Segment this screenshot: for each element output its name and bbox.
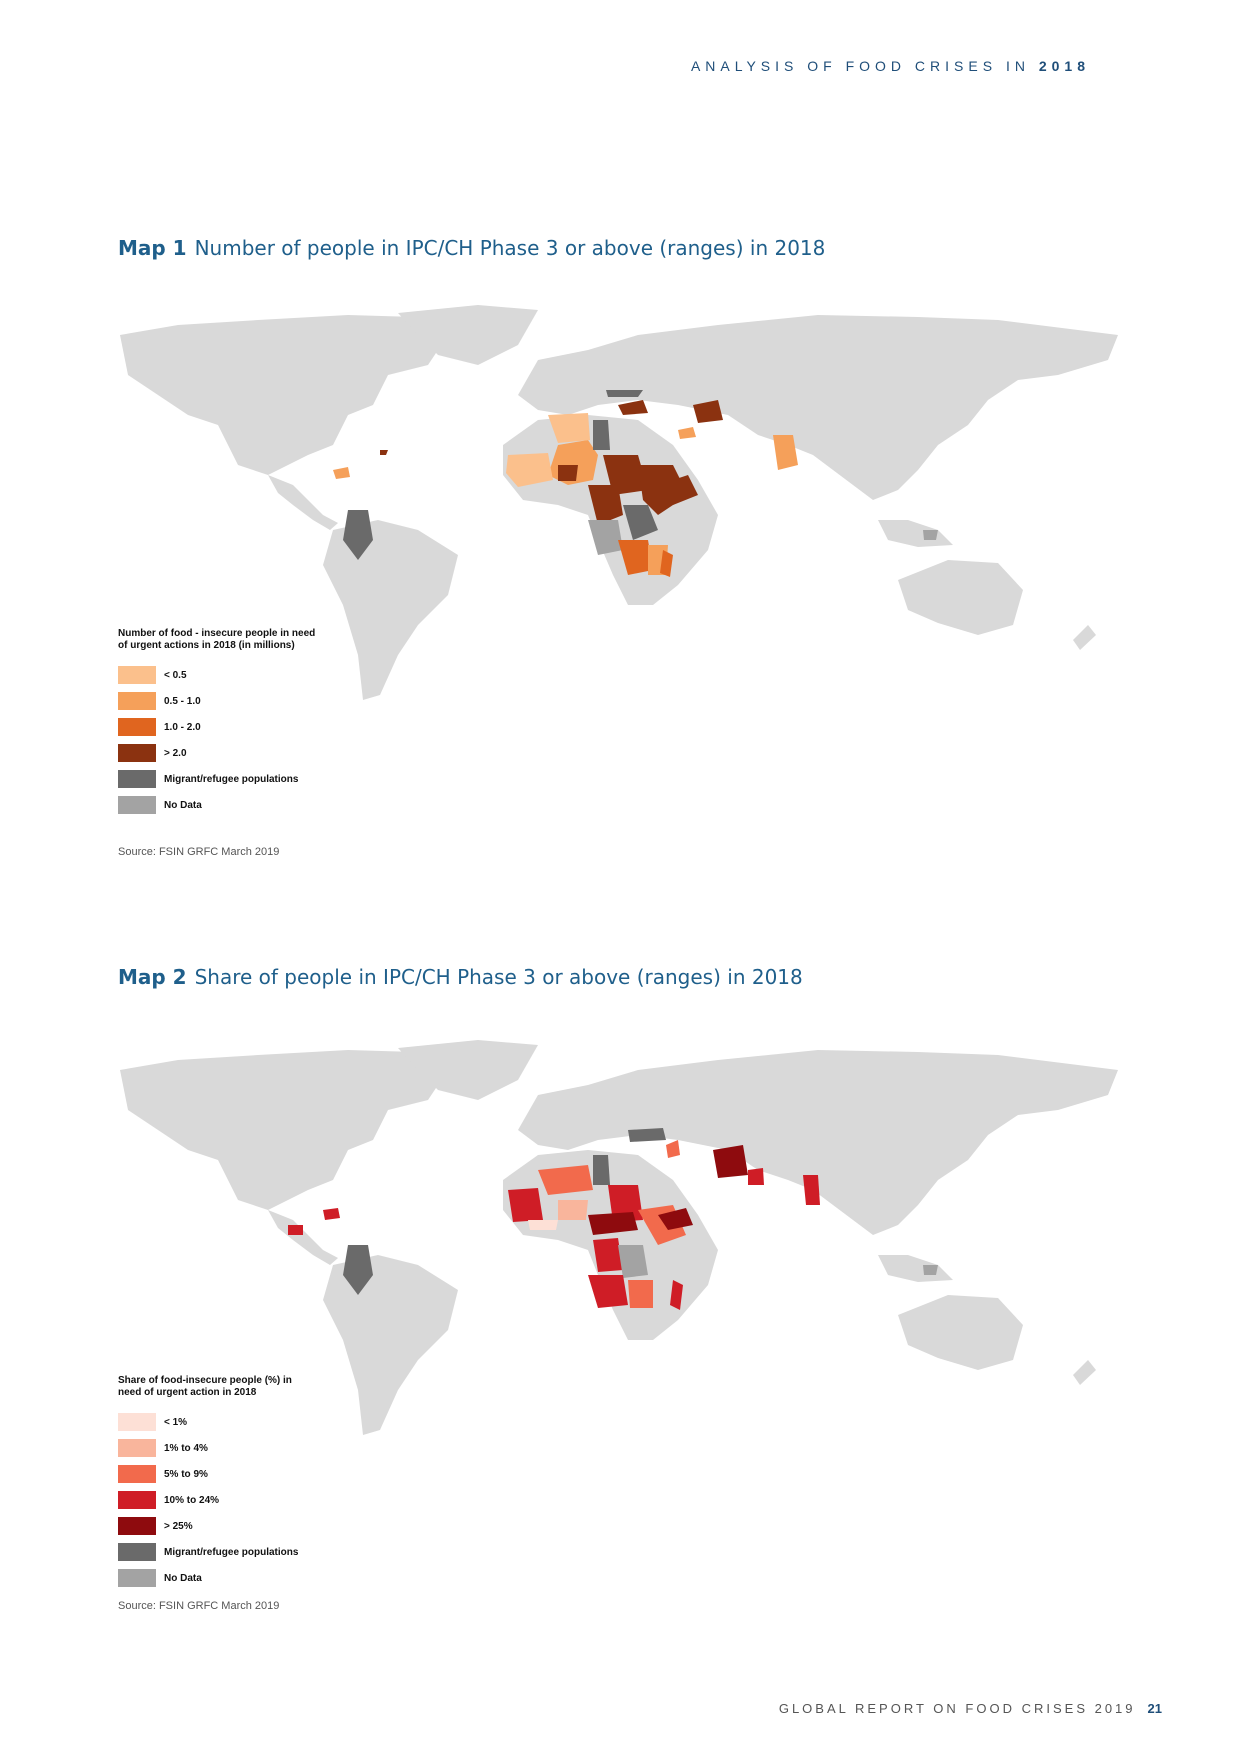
legend-swatch: [118, 718, 156, 736]
map1-legend-item: 1.0 - 2.0: [118, 714, 318, 740]
map2-legend-item: < 1%: [118, 1409, 318, 1435]
legend-label: No Data: [164, 1572, 202, 1584]
map1-legend-item: 0.5 - 1.0: [118, 688, 318, 714]
legend-swatch: [118, 770, 156, 788]
legend-swatch: [118, 692, 156, 710]
map2-source: Source: FSIN GRFC March 2019: [118, 1600, 280, 1612]
legend-swatch: [118, 1491, 156, 1509]
map2-legend-item: No Data: [118, 1565, 318, 1591]
legend-label: 10% to 24%: [164, 1494, 220, 1506]
running-header: ANALYSIS OF FOOD CRISES IN 2018: [691, 58, 1090, 74]
map1-legend-title: Number of food - insecure people in need…: [118, 628, 316, 651]
map2-number: Map 2: [118, 965, 187, 989]
legend-swatch: [118, 1517, 156, 1535]
legend-swatch: [118, 796, 156, 814]
map2-title-text: Share of people in IPC/CH Phase 3 or abo…: [194, 965, 803, 989]
legend-label: > 25%: [164, 1520, 193, 1532]
map2-world-map: [118, 1040, 1128, 1460]
legend-label: 5% to 9%: [164, 1468, 208, 1480]
legend-label: Migrant/refugee populations: [164, 773, 299, 785]
map1-title-text: Number of people in IPC/CH Phase 3 or ab…: [194, 236, 826, 260]
header-text: ANALYSIS OF FOOD CRISES IN: [690, 58, 1030, 74]
legend-label: < 1%: [164, 1416, 188, 1428]
header-year: 2018: [1038, 58, 1090, 74]
legend-swatch: [118, 1465, 156, 1483]
map1-world-map: [118, 305, 1128, 725]
map1-title: Map 1 Number of people in IPC/CH Phase 3 …: [118, 236, 825, 260]
legend-swatch: [118, 1543, 156, 1561]
map1-legend-item: No Data: [118, 792, 318, 818]
map2-legend-item: 10% to 24%: [118, 1487, 318, 1513]
legend-label: 1% to 4%: [164, 1442, 208, 1454]
legend-swatch: [118, 1439, 156, 1457]
map2-legend-item: > 25%: [118, 1513, 318, 1539]
legend-label: Migrant/refugee populations: [164, 1546, 299, 1558]
legend-label: 1.0 - 2.0: [164, 721, 201, 733]
map2-legend-item: Migrant/refugee populations: [118, 1539, 318, 1565]
legend-label: 0.5 - 1.0: [164, 695, 201, 707]
page-footer: GLOBAL REPORT ON FOOD CRISES 2019 21: [779, 1701, 1162, 1716]
legend-label: < 0.5: [164, 669, 187, 681]
legend-swatch: [118, 744, 156, 762]
page-number: 21: [1147, 1701, 1162, 1716]
map1-number: Map 1: [118, 236, 187, 260]
legend-label: No Data: [164, 799, 202, 811]
map1-legend-item: Migrant/refugee populations: [118, 766, 318, 792]
footer-text: GLOBAL REPORT ON FOOD CRISES 2019: [778, 1701, 1136, 1716]
map2-legend-title: Share of food-insecure people (%) in nee…: [118, 1375, 292, 1398]
map1-legend: Number of food - insecure people in need…: [118, 628, 318, 818]
legend-swatch: [118, 666, 156, 684]
legend-swatch: [118, 1569, 156, 1587]
map2-legend-item: 5% to 9%: [118, 1461, 318, 1487]
legend-swatch: [118, 1413, 156, 1431]
map1-legend-item: > 2.0: [118, 740, 318, 766]
map2-svg: [120, 1040, 1118, 1435]
legend-label: > 2.0: [164, 747, 187, 759]
map2-title: Map 2 Share of people in IPC/CH Phase 3 o…: [118, 965, 803, 989]
map2-legend-item: 1% to 4%: [118, 1435, 318, 1461]
map1-legend-item: < 0.5: [118, 662, 318, 688]
map1-source: Source: FSIN GRFC March 2019: [118, 846, 280, 858]
map2-legend: Share of food-insecure people (%) in nee…: [118, 1375, 318, 1591]
map1-svg: [120, 305, 1118, 700]
